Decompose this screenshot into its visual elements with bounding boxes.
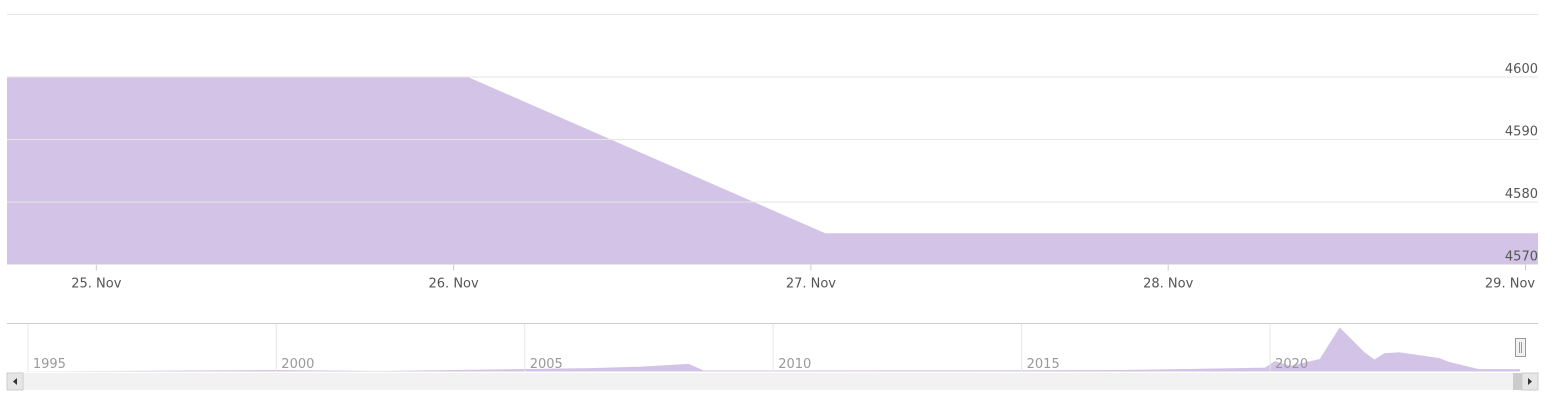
navigator-area xyxy=(7,327,1520,372)
scrollbar-thumb[interactable] xyxy=(1513,373,1522,390)
navigator-handle[interactable] xyxy=(1515,338,1526,357)
left-arrow xyxy=(13,378,17,385)
scrollbar[interactable] xyxy=(6,338,1539,391)
area xyxy=(7,77,1538,265)
right-arrow xyxy=(1528,378,1532,385)
navigator-tick-label: 2010 xyxy=(778,357,811,372)
y-tick-label: 4580 xyxy=(1505,187,1538,202)
x-tick-label: 26. Nov xyxy=(429,277,479,292)
x-tick-label: 25. Nov xyxy=(71,277,121,292)
navigator-tick-label: 2015 xyxy=(1027,357,1060,372)
x-tick-label: 29. Nov xyxy=(1485,277,1535,292)
navigator-tick-label: 2000 xyxy=(281,357,314,372)
main-plot: 4570 4580 4590 4600 25. Nov 26. Nov 27. Nov 28.… xyxy=(7,62,1538,292)
x-tick-label: 28. Nov xyxy=(1143,277,1193,292)
y-tick-label: 4600 xyxy=(1505,62,1538,77)
navigator-tick-label: 2005 xyxy=(530,357,563,372)
navigator-tick-label: 2020 xyxy=(1275,357,1308,372)
x-tick-label: 27. Nov xyxy=(786,277,836,292)
scrollbar-track[interactable] xyxy=(7,373,1538,390)
y-tick-label: 4590 xyxy=(1505,125,1538,140)
navigator-tick-label: 1995 xyxy=(33,357,66,372)
navigator: 1995 2000 2005 2010 2015 2020 xyxy=(7,323,1538,372)
y-tick-label: 4570 xyxy=(1505,250,1538,265)
